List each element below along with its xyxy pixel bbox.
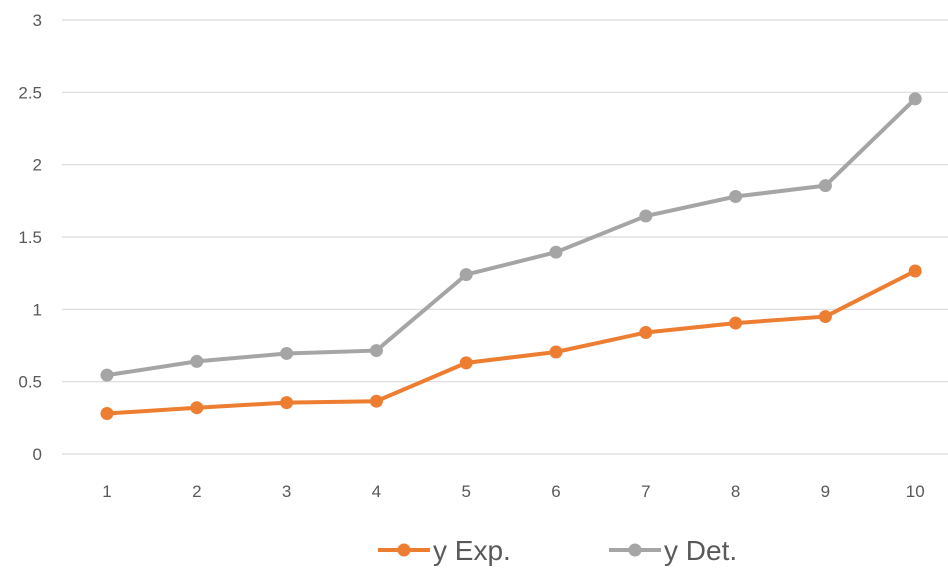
data-point [190, 401, 204, 415]
x-axis-tick-labels: 1 2 3 4 5 6 7 8 9 10 [102, 482, 924, 501]
y-tick-label: 2 [33, 156, 42, 175]
legend-swatch-marker [397, 543, 411, 557]
x-tick-label: 9 [821, 482, 830, 501]
data-point [280, 396, 294, 410]
series-line [105, 268, 918, 416]
data-point [729, 189, 743, 203]
data-point [908, 264, 922, 278]
data-point [818, 179, 832, 193]
series-y-det [100, 92, 922, 382]
data-point [459, 268, 473, 282]
x-tick-label: 2 [192, 482, 201, 501]
y-tick-label: 1 [33, 300, 42, 319]
x-tick-label: 8 [731, 482, 740, 501]
y-tick-label: 1.5 [18, 228, 42, 247]
y-tick-label: 3 [33, 11, 42, 30]
data-point [818, 310, 832, 324]
legend-swatch-marker [628, 543, 642, 557]
data-point [369, 344, 383, 358]
series-lines [100, 92, 922, 420]
data-point [549, 345, 563, 359]
x-tick-label: 4 [372, 482, 381, 501]
y-axis-tick-labels: 0 0.5 1 1.5 2 2.5 3 [18, 11, 42, 464]
x-tick-label: 6 [551, 482, 560, 501]
x-tick-label: 5 [461, 482, 470, 501]
x-tick-label: 1 [102, 482, 111, 501]
x-tick-label: 10 [906, 482, 925, 501]
series-y-exp [100, 264, 922, 420]
legend-item: y Det. [609, 535, 737, 566]
data-point [908, 92, 922, 106]
data-point [369, 394, 383, 408]
data-point [639, 325, 653, 339]
data-point [100, 368, 114, 382]
legend-label: y Exp. [433, 535, 511, 566]
data-point [729, 316, 743, 330]
y-tick-label: 0.5 [18, 373, 42, 392]
x-tick-label: 3 [282, 482, 291, 501]
data-point [639, 209, 653, 223]
data-point [190, 354, 204, 368]
data-point [280, 346, 294, 360]
y-tick-label: 0 [33, 445, 42, 464]
legend: y Exp. y Det. [378, 535, 737, 566]
legend-label: y Det. [664, 535, 737, 566]
series-line [105, 96, 918, 378]
gridlines [62, 19, 948, 455]
legend-item: y Exp. [378, 535, 511, 566]
x-tick-label: 7 [641, 482, 650, 501]
data-point [549, 245, 563, 259]
data-point [459, 356, 473, 370]
y-tick-label: 2.5 [18, 83, 42, 102]
data-point [100, 406, 114, 420]
